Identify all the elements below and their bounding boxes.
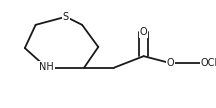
Text: OCH₃: OCH₃ [201, 58, 216, 68]
Text: NH: NH [39, 63, 54, 72]
Text: O: O [167, 58, 175, 68]
Text: O: O [140, 27, 148, 37]
Text: S: S [63, 12, 69, 22]
